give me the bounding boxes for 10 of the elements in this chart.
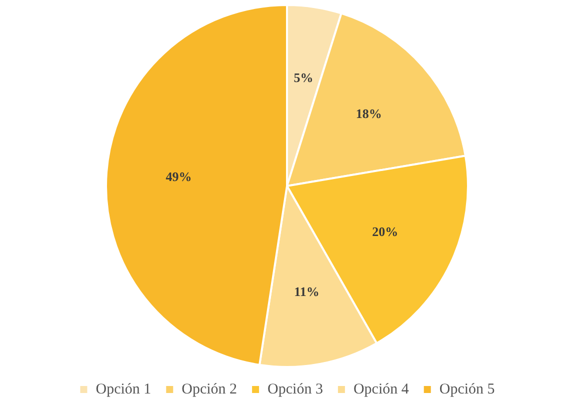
legend-label: Opción 4 [353, 381, 410, 398]
legend-label: Opción 3 [268, 381, 323, 398]
legend-label: Opción 2 [182, 381, 238, 398]
data-label: 20% [372, 224, 398, 239]
data-label: 5% [294, 70, 314, 86]
data-label: 49% [166, 169, 192, 184]
data-label: 18% [356, 106, 382, 122]
legend-label: Opción 1 [96, 381, 152, 398]
data-label: 11% [294, 284, 320, 300]
legend-label: Opción 5 [439, 381, 495, 398]
